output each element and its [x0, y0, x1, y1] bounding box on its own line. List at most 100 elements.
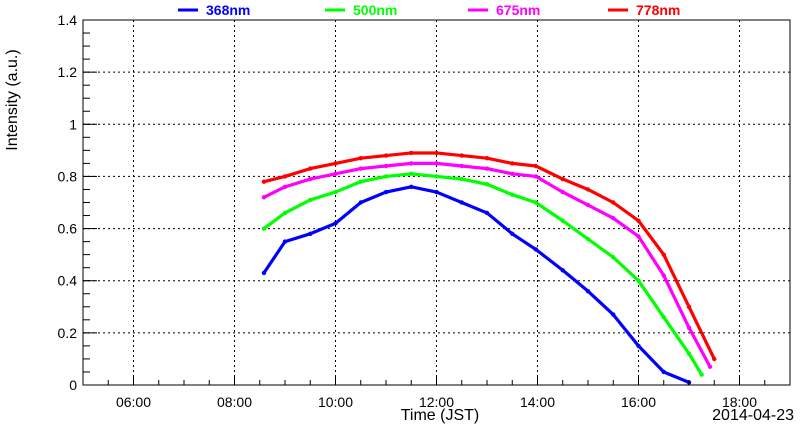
data-point: [585, 187, 591, 192]
x-tick-label: 14:00: [520, 394, 555, 410]
data-point: [282, 184, 288, 190]
x-tick-label: 18:00: [722, 394, 757, 410]
x-tick-label: 16:00: [621, 394, 656, 410]
data-point: [484, 155, 490, 161]
y-tick-label: 0.8: [58, 168, 78, 184]
data-point: [383, 189, 389, 195]
data-point: [333, 161, 338, 166]
series-layer: [261, 150, 717, 385]
data-point: [383, 174, 389, 179]
y-tick-label: 0.2: [58, 325, 78, 341]
x-tick-label: 12:00: [419, 394, 454, 410]
data-point: [282, 174, 288, 179]
y-tick-label: 0.4: [58, 273, 78, 289]
legend-item: 500nm: [325, 2, 397, 18]
data-point: [358, 166, 363, 171]
data-point: [560, 176, 565, 182]
data-point: [358, 200, 363, 205]
series-675nm: [261, 161, 713, 369]
data-point: [636, 234, 641, 239]
data-point: [282, 239, 288, 244]
data-point: [308, 176, 313, 182]
data-point: [358, 155, 363, 161]
data-point: [484, 166, 490, 171]
data-point: [585, 288, 591, 294]
data-point: [560, 268, 565, 273]
y-tick-label: 1.2: [58, 64, 78, 80]
data-point: [707, 364, 713, 369]
data-point: [585, 236, 591, 242]
data-point: [282, 210, 288, 216]
data-point: [484, 210, 490, 216]
data-point: [459, 153, 464, 158]
data-point: [533, 174, 539, 179]
data-point: [560, 218, 565, 223]
data-point: [510, 171, 515, 177]
data-point: [585, 202, 591, 208]
series-368nm: [261, 184, 692, 385]
data-point: [686, 325, 692, 330]
x-tick-label: 08:00: [217, 394, 252, 410]
data-point: [383, 153, 389, 158]
data-point: [333, 171, 338, 177]
data-point: [434, 189, 439, 195]
x-tick-label: 06:00: [116, 394, 151, 410]
data-point: [510, 161, 515, 166]
series-500nm: [261, 171, 704, 377]
data-point: [686, 351, 692, 356]
data-point: [611, 215, 616, 221]
data-point: [636, 278, 641, 283]
data-point: [261, 270, 267, 276]
legend-label: 500nm: [353, 2, 397, 18]
data-point: [661, 315, 666, 320]
x-axis-title: Time (JST): [401, 407, 480, 424]
series-778nm: [261, 150, 717, 362]
data-point: [434, 174, 439, 179]
data-point: [611, 200, 616, 205]
series-line: [262, 185, 691, 384]
data-point: [661, 369, 666, 375]
y-tick-label: 1.4: [58, 12, 78, 28]
legend-label: 368nm: [206, 2, 250, 18]
data-point: [661, 252, 666, 257]
legend: 368nm 500nm 675nm 778nm: [178, 2, 680, 18]
data-point: [712, 356, 717, 362]
y-tick-label: 0: [69, 377, 77, 393]
data-point: [484, 182, 490, 187]
data-point: [636, 343, 641, 349]
data-point: [533, 163, 539, 169]
legend-item: 368nm: [178, 2, 250, 18]
legend-item: 778nm: [608, 2, 680, 18]
legend-label: 675nm: [496, 2, 540, 18]
data-point: [510, 192, 515, 197]
x-tick-label: 10:00: [318, 394, 353, 410]
data-point: [308, 197, 313, 203]
data-point: [459, 176, 464, 182]
data-point: [459, 200, 464, 205]
data-point: [636, 218, 641, 223]
data-point: [611, 312, 616, 317]
data-point: [261, 179, 267, 184]
legend-item: 675nm: [468, 2, 540, 18]
data-point: [434, 161, 439, 166]
ticks: 06:00 08:00 10:00 12:00 14:00 16:00 18:00 0 0.2 0…: [58, 12, 791, 410]
data-point: [611, 255, 616, 260]
data-point: [434, 150, 439, 156]
data-point: [459, 163, 464, 169]
data-point: [686, 304, 692, 309]
data-point: [358, 179, 363, 184]
grid: [83, 19, 790, 386]
data-point: [308, 231, 313, 236]
data-point: [383, 163, 389, 169]
data-point: [409, 171, 414, 177]
data-point: [308, 166, 313, 171]
data-point: [261, 195, 267, 200]
data-point: [661, 273, 666, 278]
data-point: [560, 189, 565, 195]
data-point: [409, 161, 414, 166]
data-point: [510, 231, 515, 236]
y-tick-label: 0.6: [58, 221, 78, 237]
y-axis-title: Intensity (a.u.): [4, 49, 21, 150]
